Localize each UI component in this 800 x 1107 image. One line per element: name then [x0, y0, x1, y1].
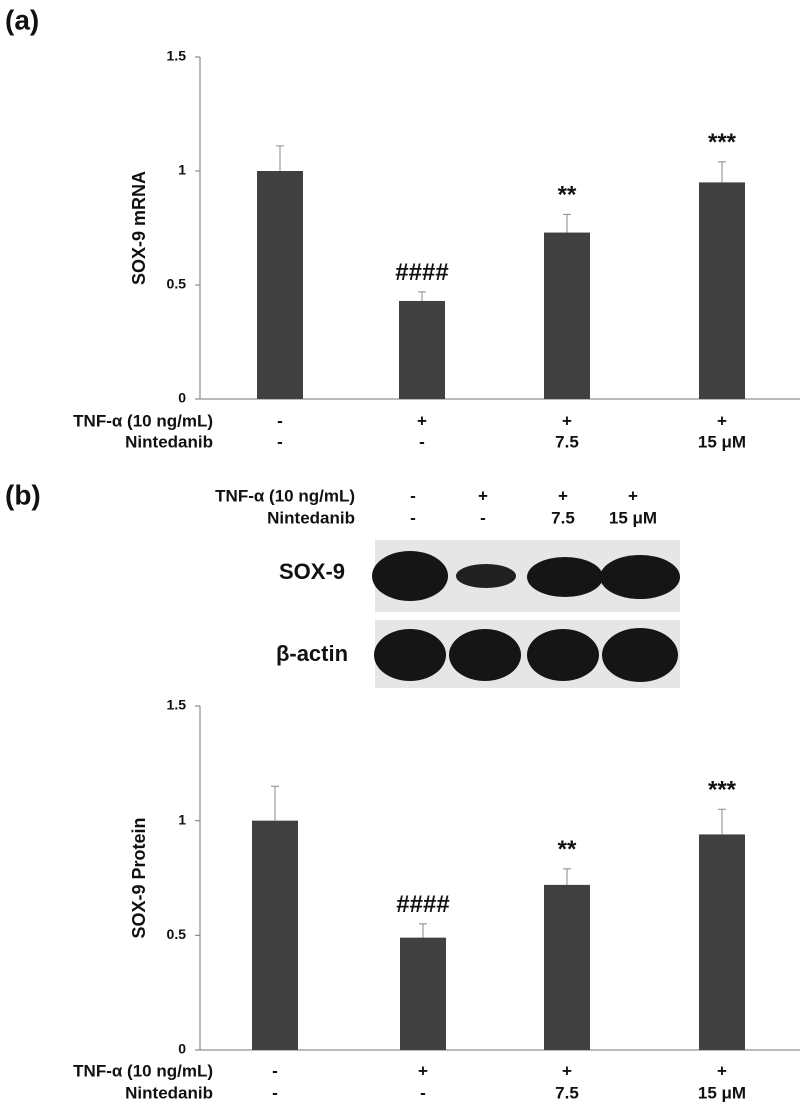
- condition-level: -: [419, 432, 425, 451]
- blot-band: [602, 628, 678, 682]
- blot-band: [600, 555, 680, 599]
- y-axis-label: SOX-9 Protein: [129, 817, 149, 938]
- blot-condition-level: +: [628, 486, 638, 505]
- condition-name: Nintedanib: [125, 432, 213, 451]
- condition-level: +: [717, 411, 727, 430]
- error-bar: [418, 291, 426, 301]
- condition-level: -: [420, 1083, 426, 1102]
- bar: [544, 232, 590, 399]
- y-tick-label: 1: [178, 811, 186, 827]
- blot-band: [449, 629, 521, 681]
- condition-name: Nintedanib: [125, 1083, 213, 1102]
- blot-row-label: β-actin: [276, 641, 348, 666]
- condition-level: 15 μM: [698, 432, 746, 451]
- blot-condition-level: -: [480, 508, 486, 527]
- blot-condition-name: Nintedanib: [267, 508, 355, 527]
- blot-band: [456, 564, 516, 588]
- y-tick-label: 0: [178, 390, 186, 406]
- blot-condition-level: 15 μM: [609, 508, 657, 527]
- condition-level: -: [277, 432, 283, 451]
- blot-condition-level: +: [558, 486, 568, 505]
- bar: [399, 300, 445, 399]
- bar: [400, 937, 446, 1050]
- y-tick-label: 1.5: [167, 697, 187, 713]
- y-tick-label: 1: [178, 162, 186, 178]
- panel-label: (a): [5, 4, 39, 35]
- condition-name: TNF-α (10 ng/mL): [73, 1061, 213, 1080]
- error-bar: [276, 145, 284, 171]
- error-bar: [419, 923, 427, 938]
- y-tick-label: 1.5: [167, 48, 187, 64]
- significance-mark: ***: [708, 129, 737, 156]
- y-tick-label: 0.5: [167, 926, 187, 942]
- significance-mark: ####: [396, 891, 449, 918]
- blot-condition-level: -: [410, 508, 416, 527]
- western-blot: [372, 540, 680, 688]
- condition-level: +: [418, 1061, 428, 1080]
- condition-level: +: [562, 411, 572, 430]
- blot-band: [527, 629, 599, 681]
- error-bar: [271, 785, 279, 821]
- bar: [544, 884, 590, 1050]
- condition-level: -: [272, 1061, 278, 1080]
- error-bar: [563, 868, 571, 885]
- blot-row-label: SOX-9: [279, 559, 345, 584]
- bar: [257, 171, 303, 399]
- blot-band: [372, 551, 448, 601]
- blot-condition-level: -: [410, 486, 416, 505]
- blot-condition-level: +: [478, 486, 488, 505]
- blot-condition-level: 7.5: [551, 508, 575, 527]
- error-bar: [563, 213, 571, 233]
- blot-band: [374, 629, 446, 681]
- condition-level: +: [717, 1061, 727, 1080]
- significance-mark: ####: [395, 259, 448, 286]
- condition-level: -: [277, 411, 283, 430]
- panel-label: (b): [5, 479, 41, 510]
- condition-level: +: [562, 1061, 572, 1080]
- error-bar: [718, 161, 726, 183]
- significance-mark: **: [558, 182, 577, 209]
- bar: [699, 182, 745, 399]
- condition-level: -: [272, 1083, 278, 1102]
- condition-level: +: [417, 411, 427, 430]
- condition-level: 7.5: [555, 432, 579, 451]
- blot-band: [527, 557, 603, 597]
- condition-level: 15 μM: [698, 1083, 746, 1102]
- y-axis-label: SOX-9 mRNA: [129, 171, 149, 285]
- significance-mark: ***: [708, 777, 737, 804]
- y-tick-label: 0.5: [167, 276, 187, 292]
- bar: [699, 834, 745, 1050]
- blot-condition-name: TNF-α (10 ng/mL): [215, 486, 355, 505]
- error-bar: [718, 808, 726, 835]
- significance-mark: **: [558, 836, 577, 863]
- condition-name: TNF-α (10 ng/mL): [73, 411, 213, 430]
- bar: [252, 820, 298, 1050]
- y-tick-label: 0: [178, 1041, 186, 1057]
- condition-level: 7.5: [555, 1083, 579, 1102]
